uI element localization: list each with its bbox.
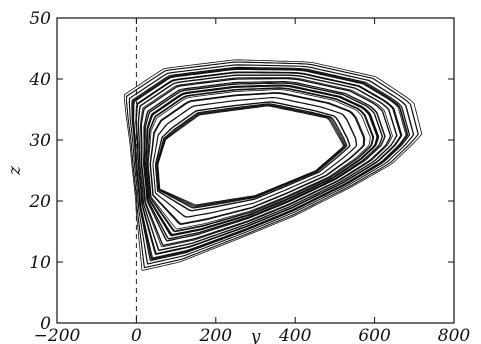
trajectory-loop (156, 103, 347, 208)
trajectory-loop (152, 96, 358, 218)
x-tick-label: 200 (199, 326, 233, 344)
trajectory-loop (126, 61, 419, 268)
trajectory-loop (129, 64, 414, 265)
trajectory-loop (156, 103, 348, 209)
trajectory-loop (154, 101, 351, 212)
trajectory-loop (146, 87, 375, 233)
trajectory-loop (156, 104, 346, 207)
x-tick-label: 400 (278, 326, 312, 344)
x-tick-label: −200 (34, 326, 81, 344)
trajectory-loop (139, 77, 393, 248)
y-tick-label: 10 (29, 253, 51, 273)
y-tick-label: 40 (28, 70, 51, 90)
trajectory-loop (143, 82, 383, 240)
trajectory-loop (140, 78, 392, 246)
trajectory-loop (147, 89, 371, 230)
trajectory-loop (135, 72, 402, 255)
x-axis-label: y (250, 327, 261, 344)
trajectory-loop (132, 67, 409, 260)
trajectory-loop (157, 105, 344, 205)
trajectory-loop (143, 81, 386, 241)
trajectory-layer (123, 59, 423, 271)
y-tick-label: 30 (29, 131, 51, 151)
trajectory-loop (131, 66, 411, 262)
trajectory-loop (123, 59, 423, 271)
y-axis-label: z (5, 165, 25, 176)
trajectory-loop (137, 74, 398, 251)
y-tick-label: 0 (40, 314, 51, 334)
y-tick-label: 20 (28, 192, 51, 212)
axis-ticks (56, 17, 455, 324)
x-tick-label: 600 (358, 326, 391, 344)
trajectory-loop (149, 92, 365, 225)
x-tick-label: 800 (438, 326, 471, 344)
plot-frame (56, 17, 455, 324)
trajectory-loop (145, 84, 380, 237)
y-tick-label: 50 (29, 9, 51, 29)
x-tick-label: 0 (131, 326, 142, 344)
